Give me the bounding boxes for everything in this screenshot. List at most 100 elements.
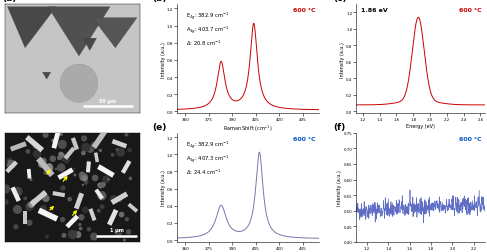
Circle shape <box>129 177 132 180</box>
Circle shape <box>81 136 87 142</box>
Circle shape <box>60 153 65 158</box>
Polygon shape <box>92 131 107 149</box>
Circle shape <box>6 160 16 169</box>
Text: 600 °C: 600 °C <box>293 8 316 13</box>
Circle shape <box>60 65 98 103</box>
Circle shape <box>100 183 105 188</box>
Circle shape <box>45 235 49 239</box>
Circle shape <box>67 153 69 155</box>
Circle shape <box>126 229 131 235</box>
Circle shape <box>51 139 55 143</box>
Text: A$_{1g}$: 403.7 cm$^{-1}$: A$_{1g}$: 403.7 cm$^{-1}$ <box>186 25 229 36</box>
X-axis label: Energy (eV): Energy (eV) <box>406 124 435 129</box>
Circle shape <box>33 144 37 149</box>
Circle shape <box>78 214 85 220</box>
Circle shape <box>38 162 44 168</box>
Circle shape <box>60 186 66 191</box>
Circle shape <box>58 152 63 157</box>
Text: (a): (a) <box>2 0 17 3</box>
Circle shape <box>111 153 114 157</box>
Circle shape <box>87 146 94 153</box>
Circle shape <box>75 231 81 238</box>
Circle shape <box>33 150 41 159</box>
Circle shape <box>23 197 27 201</box>
Circle shape <box>57 155 62 161</box>
Circle shape <box>116 148 125 157</box>
Circle shape <box>48 166 53 171</box>
Text: $\Delta$: 24.4 cm$^{-1}$: $\Delta$: 24.4 cm$^{-1}$ <box>186 167 222 176</box>
Text: 600 °C: 600 °C <box>459 137 482 142</box>
Circle shape <box>127 148 132 153</box>
Circle shape <box>59 153 64 158</box>
Text: (e): (e) <box>152 122 166 131</box>
Polygon shape <box>52 131 61 149</box>
Circle shape <box>78 223 81 226</box>
Polygon shape <box>42 73 51 80</box>
Circle shape <box>59 133 63 136</box>
Circle shape <box>13 224 19 229</box>
Circle shape <box>45 164 51 170</box>
Circle shape <box>123 239 126 242</box>
Circle shape <box>26 149 30 154</box>
Circle shape <box>30 178 33 181</box>
Circle shape <box>25 203 34 211</box>
Polygon shape <box>57 168 74 180</box>
Circle shape <box>13 187 22 196</box>
Circle shape <box>6 163 8 165</box>
Circle shape <box>44 166 53 174</box>
Circle shape <box>107 178 110 181</box>
Circle shape <box>99 149 102 152</box>
Text: 600 °C: 600 °C <box>293 137 316 142</box>
Circle shape <box>43 172 46 175</box>
Text: 1 μm: 1 μm <box>110 228 124 232</box>
Circle shape <box>99 196 103 199</box>
Circle shape <box>100 204 105 209</box>
Circle shape <box>42 194 48 199</box>
Circle shape <box>50 156 56 162</box>
Circle shape <box>13 205 22 214</box>
Circle shape <box>101 182 106 187</box>
Polygon shape <box>94 153 99 163</box>
Text: (d): (d) <box>2 122 17 131</box>
Polygon shape <box>107 209 118 226</box>
Polygon shape <box>97 165 115 178</box>
X-axis label: Raman Shift (cm$^{-1}$): Raman Shift (cm$^{-1}$) <box>223 124 273 134</box>
Polygon shape <box>36 157 55 177</box>
Polygon shape <box>111 192 128 205</box>
Text: (c): (c) <box>333 0 347 3</box>
Circle shape <box>84 180 89 185</box>
Polygon shape <box>48 8 110 57</box>
Circle shape <box>124 133 129 137</box>
Circle shape <box>110 195 117 203</box>
Circle shape <box>27 202 33 208</box>
Circle shape <box>79 175 86 181</box>
Circle shape <box>99 182 104 188</box>
Text: A$_{1g}$: 407.3 cm$^{-1}$: A$_{1g}$: 407.3 cm$^{-1}$ <box>186 153 230 164</box>
Polygon shape <box>74 193 84 210</box>
Circle shape <box>2 199 9 205</box>
Circle shape <box>92 175 98 182</box>
Circle shape <box>98 135 103 140</box>
Polygon shape <box>30 190 48 207</box>
Circle shape <box>31 199 37 205</box>
Circle shape <box>63 156 70 164</box>
Circle shape <box>82 184 84 186</box>
Polygon shape <box>8 8 56 48</box>
Circle shape <box>91 142 98 149</box>
Circle shape <box>6 158 12 164</box>
Circle shape <box>87 227 91 232</box>
Circle shape <box>115 148 119 151</box>
Circle shape <box>47 166 53 171</box>
Circle shape <box>118 198 122 202</box>
Polygon shape <box>86 162 91 173</box>
Circle shape <box>79 172 85 178</box>
Circle shape <box>81 143 91 152</box>
Circle shape <box>67 197 72 202</box>
Text: (b): (b) <box>152 0 167 3</box>
Circle shape <box>79 172 85 178</box>
Circle shape <box>60 217 65 223</box>
Circle shape <box>98 184 103 189</box>
Polygon shape <box>53 191 65 198</box>
Circle shape <box>59 153 64 158</box>
Text: $\Delta$: 20.8 cm$^{-1}$: $\Delta$: 20.8 cm$^{-1}$ <box>186 39 221 48</box>
